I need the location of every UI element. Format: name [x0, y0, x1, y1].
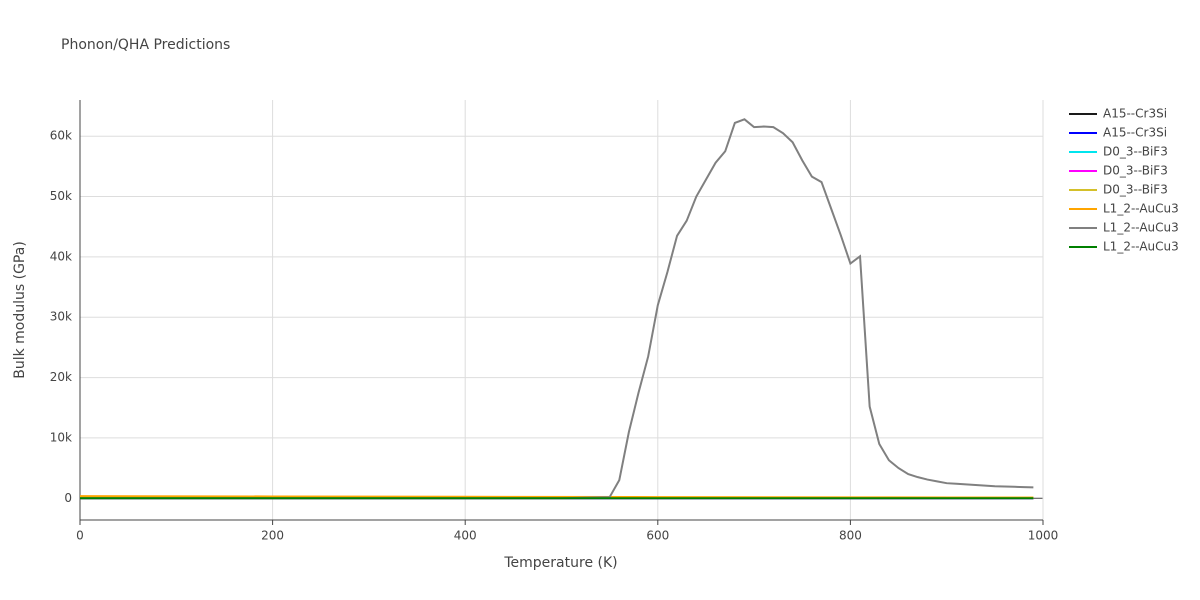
- x-tick-label: 200: [261, 529, 284, 543]
- y-axis-title: Bulk modulus (GPa): [12, 241, 28, 379]
- legend-label: A15--Cr3Si: [1103, 107, 1167, 121]
- y-tick-label: 40k: [50, 249, 72, 263]
- y-tick-label: 30k: [50, 310, 72, 324]
- y-tick-label: 0: [64, 491, 72, 505]
- legend-label: L1_2--AuCu3: [1103, 221, 1179, 235]
- y-tick-label: 10k: [50, 430, 72, 444]
- chart-title: Phonon/QHA Predictions: [61, 37, 230, 53]
- x-tick-label: 0: [76, 529, 84, 543]
- x-tick-label: 1000: [1028, 529, 1059, 543]
- legend-label: L1_2--AuCu3: [1103, 202, 1179, 216]
- x-axis-title: Temperature (K): [503, 555, 617, 571]
- legend-label: D0_3--BiF3: [1103, 164, 1168, 178]
- legend-label: L1_2--AuCu3: [1103, 240, 1179, 254]
- legend-label: A15--Cr3Si: [1103, 126, 1167, 140]
- y-tick-label: 50k: [50, 189, 72, 203]
- y-tick-label: 20k: [50, 370, 72, 384]
- x-tick-label: 800: [839, 529, 862, 543]
- legend-label: D0_3--BiF3: [1103, 145, 1168, 159]
- y-tick-label: 60k: [50, 129, 72, 143]
- legend-label: D0_3--BiF3: [1103, 183, 1168, 197]
- x-tick-label: 600: [646, 529, 669, 543]
- x-tick-label: 400: [454, 529, 477, 543]
- series-line: [80, 118, 1034, 500]
